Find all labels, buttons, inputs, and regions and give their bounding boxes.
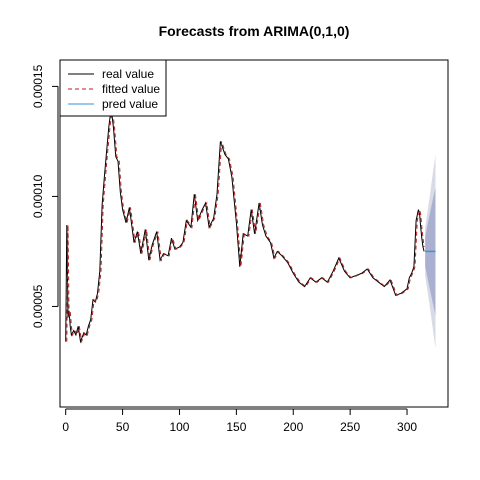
y-axis: 0.00005 0.00010 0.00015 xyxy=(31,64,58,328)
x-tick-label: 0 xyxy=(62,420,69,434)
x-tick-label: 200 xyxy=(283,420,303,434)
y-tick-label: 0.00005 xyxy=(31,284,45,328)
y-tick-label: 0.00015 xyxy=(31,64,45,108)
x-tick-label: 150 xyxy=(226,420,246,434)
x-axis: 0 50 100 150 200 250 300 xyxy=(62,409,417,434)
series-line-real-value xyxy=(66,108,424,341)
x-tick-label: 100 xyxy=(169,420,189,434)
x-tick-label: 50 xyxy=(116,420,130,434)
x-tick-label: 300 xyxy=(397,420,417,434)
series-layer xyxy=(66,108,436,341)
legend-label: real value xyxy=(102,67,154,81)
series-line-fitted-value xyxy=(67,108,424,341)
legend-label: fitted value xyxy=(102,82,160,96)
chart-title: Forecasts from ARIMA(0,1,0) xyxy=(159,23,350,39)
y-tick-label: 0.00010 xyxy=(31,174,45,218)
legend-label: pred value xyxy=(102,97,158,111)
x-tick-label: 250 xyxy=(340,420,360,434)
